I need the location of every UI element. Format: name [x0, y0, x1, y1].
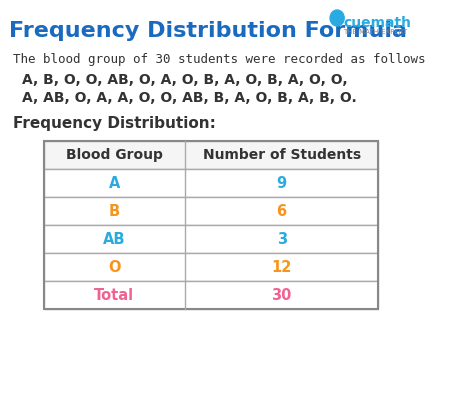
FancyBboxPatch shape: [44, 225, 379, 253]
Text: 3: 3: [277, 231, 287, 247]
Text: 9: 9: [277, 175, 287, 191]
FancyBboxPatch shape: [44, 281, 379, 309]
Text: B: B: [109, 203, 120, 219]
Text: Frequency Distribution Formula: Frequency Distribution Formula: [9, 21, 407, 41]
Text: AB: AB: [103, 231, 126, 247]
Text: THE MATH EXPERT: THE MATH EXPERT: [343, 29, 408, 35]
Text: 12: 12: [272, 259, 292, 275]
Text: Number of Students: Number of Students: [202, 148, 361, 162]
FancyBboxPatch shape: [44, 253, 379, 281]
FancyBboxPatch shape: [44, 197, 379, 225]
Text: 30: 30: [272, 288, 292, 302]
Text: Blood Group: Blood Group: [66, 148, 163, 162]
Text: A: A: [109, 175, 120, 191]
Text: cuemath: cuemath: [343, 16, 411, 30]
Text: Frequency Distribution:: Frequency Distribution:: [13, 116, 216, 131]
Text: Total: Total: [94, 288, 135, 302]
FancyBboxPatch shape: [44, 169, 379, 197]
Circle shape: [330, 10, 344, 26]
Text: O: O: [108, 259, 121, 275]
Text: 6: 6: [277, 203, 287, 219]
Text: A, B, O, O, AB, O, A, O, B, A, O, B, A, O, O,: A, B, O, O, AB, O, A, O, B, A, O, B, A, …: [22, 73, 347, 87]
Text: The blood group of 30 students were recorded as follows: The blood group of 30 students were reco…: [13, 53, 426, 66]
FancyBboxPatch shape: [44, 141, 379, 169]
Text: A, AB, O, A, A, O, O, AB, B, A, O, B, A, B, O.: A, AB, O, A, A, O, O, AB, B, A, O, B, A,…: [22, 91, 357, 105]
